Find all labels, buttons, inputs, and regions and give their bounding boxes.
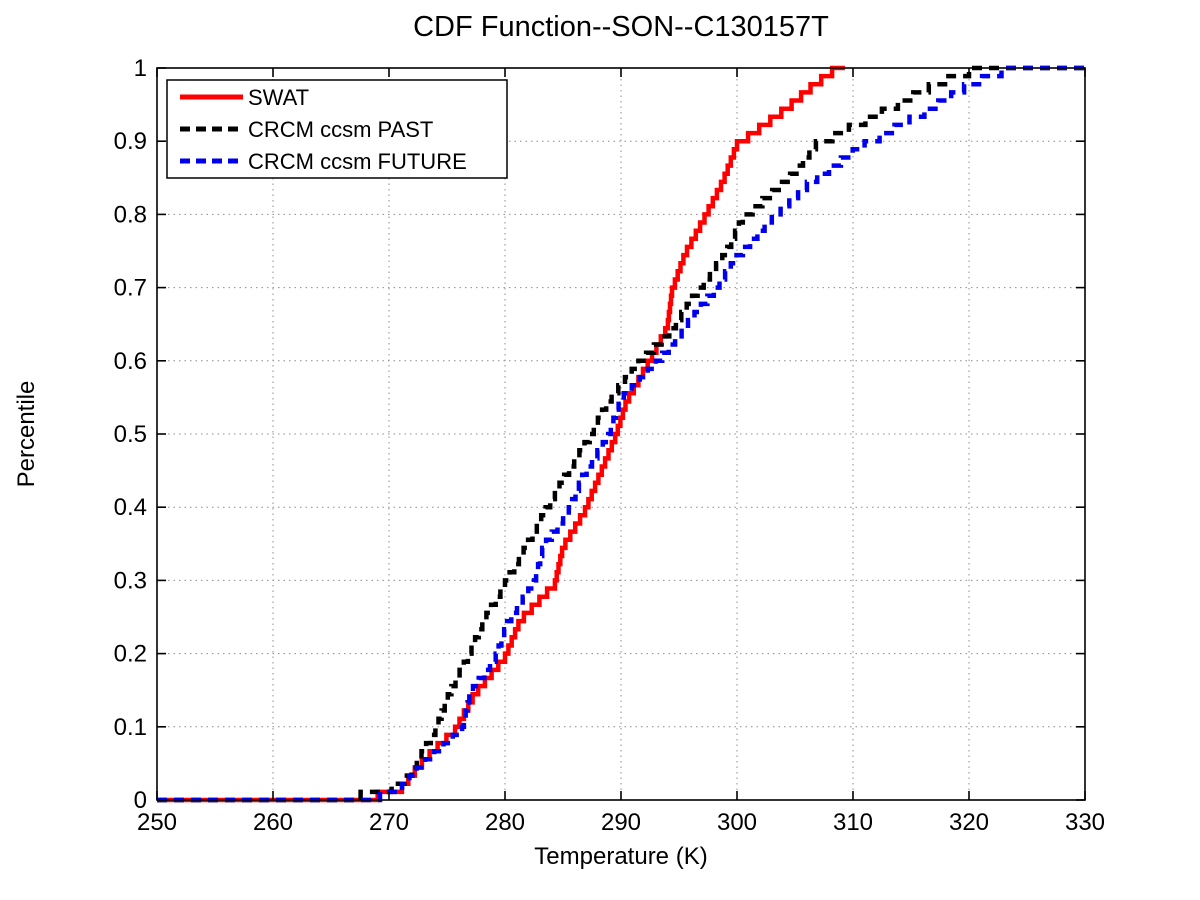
legend-label-swat: SWAT	[248, 85, 309, 110]
y-tick-label: 0.5	[114, 421, 147, 448]
y-tick-label: 0.9	[114, 128, 147, 155]
y-axis-label: Percentile	[13, 381, 40, 488]
y-tick-label: 0.2	[114, 641, 147, 668]
x-tick-label: 290	[601, 809, 641, 836]
x-tick-label: 260	[253, 809, 293, 836]
x-tick-label: 320	[949, 809, 989, 836]
x-tick-label: 270	[369, 809, 409, 836]
y-tick-label: 0.6	[114, 348, 147, 375]
tick-labels: 250 260 270 280 290 300 310 320 330 0 0.1 0.2 0.3 0.4…	[114, 55, 1105, 836]
y-tick-label: 0	[134, 787, 147, 814]
x-tick-label: 280	[485, 809, 525, 836]
chart-title: CDF Function--SON--C130157T	[413, 11, 829, 43]
y-tick-label: 0.1	[114, 714, 147, 741]
y-tick-label: 0.4	[114, 494, 147, 521]
x-tick-label: 300	[717, 809, 757, 836]
axes	[156, 67, 1086, 801]
y-tick-label: 0.8	[114, 201, 147, 228]
legend-label-crcm-past: CRCM ccsm PAST	[248, 117, 433, 142]
x-tick-label: 310	[833, 809, 873, 836]
y-tick-label: 1	[134, 55, 147, 82]
x-axis-label: Temperature (K)	[534, 843, 707, 870]
crcm-past-curve	[157, 65, 1085, 803]
legend-label-crcm-future: CRCM ccsm FUTURE	[248, 149, 467, 174]
y-tick-label: 0.3	[114, 567, 147, 594]
curves	[157, 65, 1085, 803]
x-tick-label: 330	[1065, 809, 1105, 836]
legend: SWAT CRCM ccsm PAST CRCM ccsm FUTURE	[166, 79, 508, 179]
y-tick-label: 0.7	[114, 275, 147, 302]
crcm-future-curve	[157, 65, 1085, 803]
x-tick-label: 250	[137, 809, 177, 836]
